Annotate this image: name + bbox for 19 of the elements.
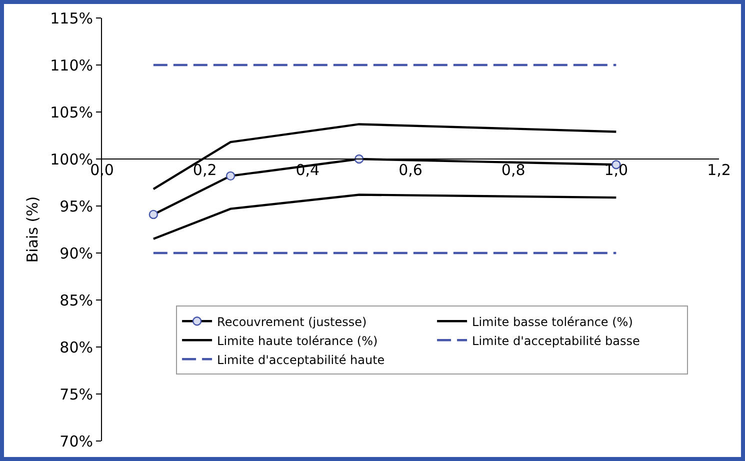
legend-label: Recouvrement (justesse) [217, 314, 367, 329]
y-axis-title: Biais (%) [23, 196, 42, 263]
legend-label: Limite basse tolérance (%) [472, 314, 633, 329]
y-tick-label: 75% [60, 385, 93, 404]
y-tick-label: 110% [50, 56, 93, 74]
legend-label: Limite haute tolérance (%) [217, 334, 378, 348]
y-tick-label: 85% [60, 291, 93, 310]
y-tick-label: 80% [60, 338, 93, 356]
x-tick-label: 1,2 [707, 161, 731, 179]
y-tick-label: 115% [50, 9, 93, 28]
legend-label: Limite d'acceptabilité haute [217, 352, 385, 367]
x-tick-label: 0,2 [192, 161, 217, 179]
x-tick-label: 0,8 [501, 161, 526, 179]
y-tick-label: 105% [50, 103, 93, 122]
y-tick-label: 90% [60, 244, 93, 262]
x-tick-label: 0,6 [398, 161, 422, 179]
y-tick-label: 70% [60, 432, 93, 450]
y-tick-label: 95% [60, 197, 93, 216]
legend-label: Limite d'acceptabilité basse [472, 334, 640, 348]
